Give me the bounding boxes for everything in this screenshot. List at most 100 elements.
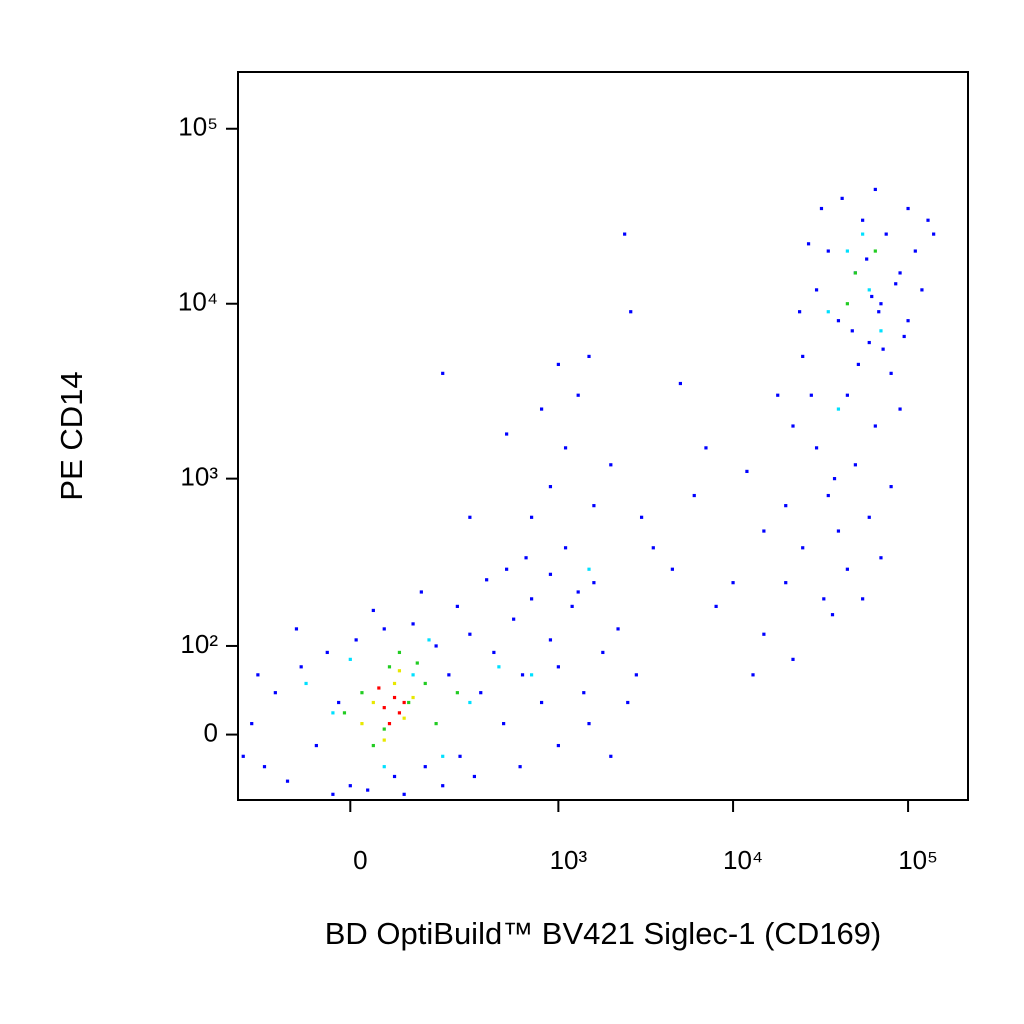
data-point	[382, 765, 386, 769]
data-point	[485, 578, 489, 582]
y-tick-label: 10⁵	[178, 112, 218, 142]
data-point	[881, 347, 885, 351]
data-point	[853, 463, 857, 467]
data-point	[411, 622, 415, 626]
data-point	[806, 242, 811, 246]
y-tick-label: 0	[204, 717, 218, 747]
data-point	[371, 743, 375, 748]
data-point	[520, 673, 525, 677]
data-point	[497, 665, 501, 669]
data-point	[845, 249, 849, 253]
data-point	[407, 700, 411, 705]
data-point	[472, 774, 477, 779]
data-point	[458, 754, 462, 758]
data-point	[529, 515, 534, 519]
data-point	[873, 424, 877, 428]
data-point	[441, 784, 445, 788]
data-point	[556, 362, 560, 367]
data-point	[563, 446, 568, 450]
data-point	[856, 362, 860, 367]
data-point	[830, 613, 835, 617]
data-point	[861, 218, 865, 222]
x-tick-label: 10³	[550, 845, 588, 875]
data-point	[678, 381, 682, 386]
data-point	[241, 754, 245, 758]
data-point	[784, 581, 788, 585]
data-point	[382, 738, 386, 742]
data-point	[879, 329, 883, 333]
data-point	[529, 597, 534, 601]
data-point	[623, 232, 627, 236]
data-point	[884, 232, 888, 236]
data-point	[845, 393, 849, 397]
x-tick-label: 10⁵	[898, 845, 938, 875]
data-point	[382, 706, 386, 710]
data-point	[670, 567, 674, 571]
data-point	[402, 716, 406, 720]
y-tick-label: 10⁴	[178, 287, 218, 317]
data-point	[387, 665, 392, 669]
data-point	[348, 657, 352, 661]
data-point	[411, 695, 415, 700]
data-point	[826, 249, 830, 253]
data-point	[745, 469, 749, 474]
data-point	[285, 779, 290, 783]
data-point	[337, 700, 341, 705]
data-point	[423, 681, 427, 686]
data-point	[348, 784, 352, 788]
data-point	[634, 673, 638, 677]
data-point	[932, 232, 936, 236]
plot-frame	[237, 71, 969, 801]
data-point	[587, 567, 591, 571]
data-point	[836, 407, 841, 411]
data-point	[582, 691, 586, 695]
data-point	[601, 650, 605, 655]
data-point	[529, 673, 534, 677]
data-point	[587, 722, 591, 726]
data-point	[262, 765, 267, 769]
data-point	[434, 644, 438, 648]
data-point	[836, 529, 841, 533]
data-point	[325, 650, 329, 655]
data-point	[592, 504, 596, 508]
data-point	[587, 354, 591, 359]
data-point	[798, 310, 802, 314]
data-point	[731, 581, 735, 585]
data-point	[639, 515, 644, 519]
data-point	[894, 282, 898, 286]
data-point	[548, 485, 553, 489]
data-point	[819, 206, 824, 211]
data-point	[867, 288, 871, 292]
data-point	[877, 310, 881, 314]
x-tick-label: 0	[353, 845, 367, 875]
data-point	[784, 504, 788, 508]
data-point	[447, 673, 451, 677]
data-point	[873, 187, 877, 192]
data-point	[382, 627, 386, 631]
data-point	[556, 665, 560, 669]
data-point	[366, 788, 370, 792]
data-point	[455, 691, 459, 695]
data-point	[889, 485, 893, 489]
data-point	[867, 515, 871, 519]
data-point	[873, 249, 877, 253]
data-point	[518, 765, 522, 769]
data-point	[616, 627, 620, 631]
data-point	[402, 700, 406, 705]
data-point	[402, 792, 406, 796]
data-point	[273, 691, 277, 695]
data-point	[826, 493, 830, 498]
data-point	[836, 319, 841, 323]
data-point	[299, 665, 303, 669]
data-point	[609, 463, 613, 467]
data-point	[512, 617, 516, 621]
data-point	[861, 232, 865, 236]
data-point	[801, 354, 805, 359]
data-point	[902, 334, 906, 339]
data-point	[898, 271, 902, 275]
data-point	[822, 597, 826, 601]
data-point	[651, 546, 655, 550]
data-point	[256, 673, 260, 677]
data-point	[906, 206, 910, 211]
data-point	[492, 650, 496, 655]
